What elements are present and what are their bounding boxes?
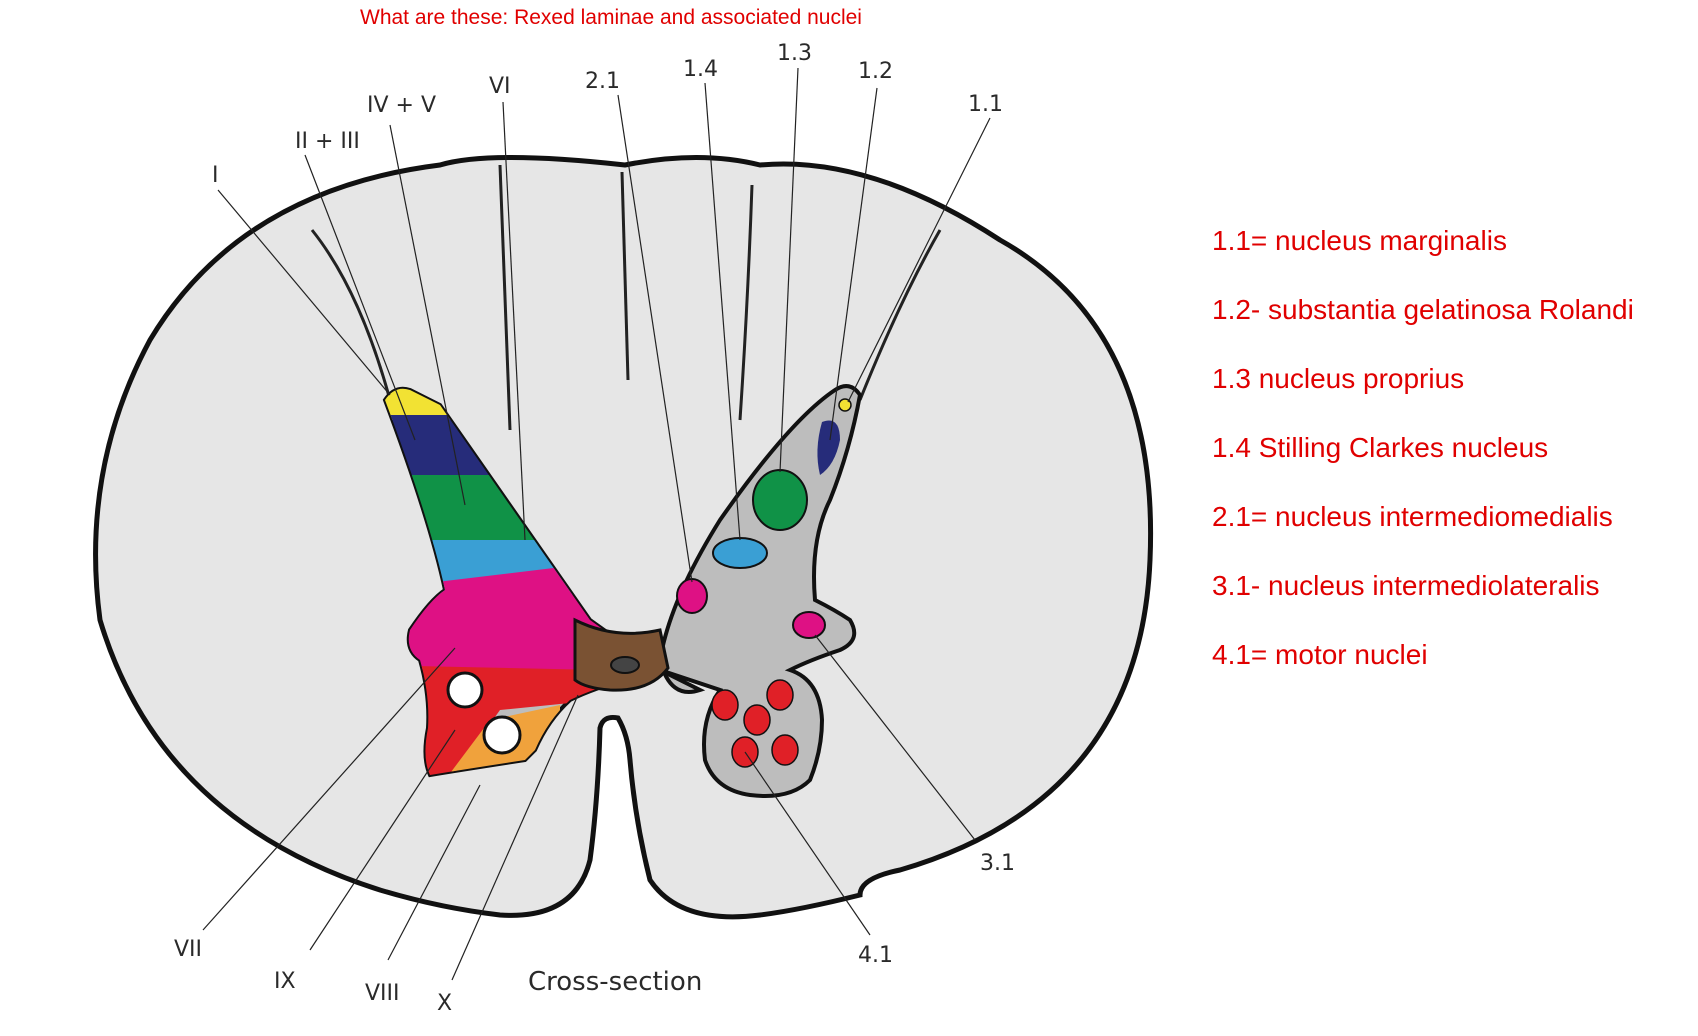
nucleus-1-4-shape: [712, 537, 768, 569]
cross-section-caption: Cross-section: [528, 967, 702, 997]
motor-nucleus: [771, 734, 799, 766]
lamina-X-region: [573, 617, 670, 692]
leader-1-1: [847, 117, 991, 403]
nucleus-2-1-shape: [676, 578, 708, 614]
dorsal-sulcus-right: [738, 184, 754, 421]
lamina-label-IX: IX: [274, 969, 296, 994]
nucleus-label-1-4: 1.4: [683, 57, 718, 82]
leader-X: [451, 694, 579, 981]
nuclei-legend: 1.1= nucleus marginalis 1.2- substantia …: [1212, 224, 1634, 707]
nucleus-label-3-1: 3.1: [980, 851, 1015, 876]
leader-3-1: [814, 634, 976, 841]
leader-IV-V: [389, 124, 466, 506]
leader-IX: [309, 729, 456, 951]
motor-neuron-pool-left-1: [446, 671, 484, 709]
motor-neuron-pool-left-2: [482, 715, 522, 755]
white-matter-outline: [93, 155, 1154, 920]
dorsal-septum-left: [310, 229, 392, 401]
legend-item: 1.1= nucleus marginalis: [1212, 225, 1507, 256]
central-canal: [610, 656, 640, 674]
lamina-IX-region: [385, 665, 600, 775]
legend-item: 4.1= motor nuclei: [1212, 639, 1428, 670]
motor-nucleus: [711, 689, 739, 721]
nucleus-label-2-1: 2.1: [585, 69, 620, 94]
leader-1-2: [829, 87, 878, 441]
leader-4-1: [744, 751, 871, 936]
nucleus-3-1-shape: [792, 611, 826, 639]
nucleus-1-3-shape: [752, 469, 808, 531]
page-title: What are these: Rexed laminae and associ…: [360, 6, 862, 29]
leader-1-3: [779, 67, 799, 473]
legend-item: 1.3 nucleus proprius: [1212, 363, 1465, 394]
motor-nuclei-4-1: [711, 679, 799, 768]
lamina-label-IV-V: IV + V: [367, 93, 436, 118]
leader-VII: [202, 647, 456, 931]
leader-1-4: [704, 82, 741, 541]
leader-VI: [502, 101, 526, 541]
nucleus-label-4-1: 4.1: [858, 943, 893, 968]
grey-matter-right-horn: [657, 384, 863, 798]
lamina-label-VII: VII: [174, 937, 202, 962]
nucleus-1-2-shape: [817, 420, 840, 475]
legend-item: 1.4 Stilling Clarkes nucleus: [1212, 432, 1549, 463]
dorsal-sulcus-left: [498, 164, 512, 431]
lamina-label-II-III: II + III: [295, 129, 360, 154]
lamina-label-VIII: VIII: [365, 981, 400, 1006]
leader-lines: [202, 67, 991, 981]
nucleus-label-1-2: 1.2: [858, 59, 893, 84]
dorsal-median-fissure: [620, 171, 630, 381]
legend-item: 2.1= nucleus intermediomedialis: [1212, 501, 1613, 532]
leader-VIII: [387, 784, 481, 961]
nucleus-label-1-3: 1.3: [777, 41, 812, 66]
nucleus-label-1-1: 1.1: [968, 92, 1003, 117]
motor-nucleus: [766, 679, 794, 711]
lamina-label-VI: VI: [489, 74, 511, 99]
motor-nucleus: [743, 704, 771, 736]
leader-2-1: [617, 94, 693, 583]
lamina-label-I: I: [212, 163, 219, 188]
dorsal-septum-right: [858, 229, 942, 401]
lamina-label-X: X: [437, 991, 452, 1016]
leader-I: [217, 189, 391, 396]
legend-item: 3.1- nucleus intermediolateralis: [1212, 570, 1600, 601]
leader-II-III: [304, 154, 416, 441]
legend-item: 1.2- substantia gelatinosa Rolandi: [1212, 294, 1634, 325]
